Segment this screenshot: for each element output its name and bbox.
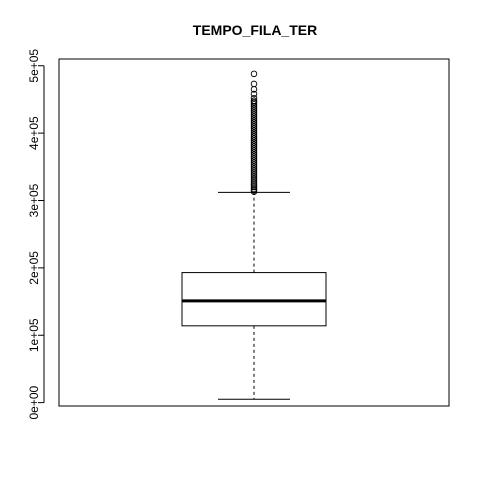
outlier-point: [250, 133, 258, 140]
outlier-point: [250, 106, 258, 114]
outlier-point: [250, 137, 258, 144]
outlier-point: [250, 153, 258, 160]
outlier-point: [250, 104, 258, 112]
outlier-point: [250, 135, 258, 142]
outlier-point: [250, 177, 258, 185]
outlier-points: [250, 70, 258, 195]
outlier-point: [250, 149, 258, 156]
outlier-point: [250, 169, 258, 177]
outlier-point: [250, 183, 258, 191]
outlier-point: [250, 119, 258, 126]
outlier-point: [250, 151, 258, 158]
outlier-point: [250, 159, 258, 167]
outlier-point: [250, 161, 258, 169]
outlier-point: [250, 167, 258, 175]
outlier-point: [250, 139, 258, 146]
outlier-point: [250, 131, 258, 138]
outlier-point: [250, 145, 258, 152]
y-tick-label: 5e+05: [27, 49, 41, 83]
y-axis: 0e+00 1e+05 2e+05 3e+05 4e+05 5e+05: [27, 49, 45, 419]
outlier-point: [250, 188, 258, 195]
outlier-point: [250, 111, 258, 118]
y-tick-label: 3e+05: [27, 183, 41, 217]
outlier-point: [250, 125, 258, 132]
outlier-point: [250, 115, 258, 122]
outlier-point: [250, 94, 258, 102]
y-tick-label: 1e+05: [27, 318, 41, 352]
outlier-point: [250, 113, 258, 120]
outlier-point: [250, 121, 258, 128]
outlier-point: [250, 129, 258, 136]
y-tick-label: 2e+05: [27, 251, 41, 285]
outlier-point: [250, 127, 258, 134]
plot-frame: [58, 58, 450, 407]
outlier-point: [250, 70, 258, 78]
outlier-point: [250, 171, 258, 179]
outlier-point: [250, 90, 258, 98]
outlier-point: [250, 86, 258, 93]
outlier-point: [250, 100, 258, 108]
outlier-point: [250, 163, 258, 171]
outlier-point: [250, 117, 258, 124]
outlier-point: [250, 179, 258, 187]
chart-title: TEMPO_FILA_TER: [193, 22, 317, 38]
outlier-point: [250, 98, 258, 106]
outlier-point: [250, 175, 258, 183]
y-tick-label: 4e+05: [27, 116, 41, 150]
outlier-point: [250, 155, 258, 162]
outlier-point: [250, 143, 258, 150]
outlier-point: [250, 123, 258, 130]
outlier-point: [250, 102, 258, 110]
outlier-point: [250, 157, 258, 164]
outlier-point: [250, 173, 258, 181]
outlier-point: [250, 141, 258, 148]
outlier-point: [250, 108, 258, 116]
outlier-point: [250, 165, 258, 173]
outlier-point: [250, 147, 258, 154]
outlier-point: [250, 80, 258, 88]
box-plot: [181, 191, 327, 400]
y-tick-label: 0e+00: [27, 385, 41, 419]
interquartile-box: [181, 272, 327, 327]
